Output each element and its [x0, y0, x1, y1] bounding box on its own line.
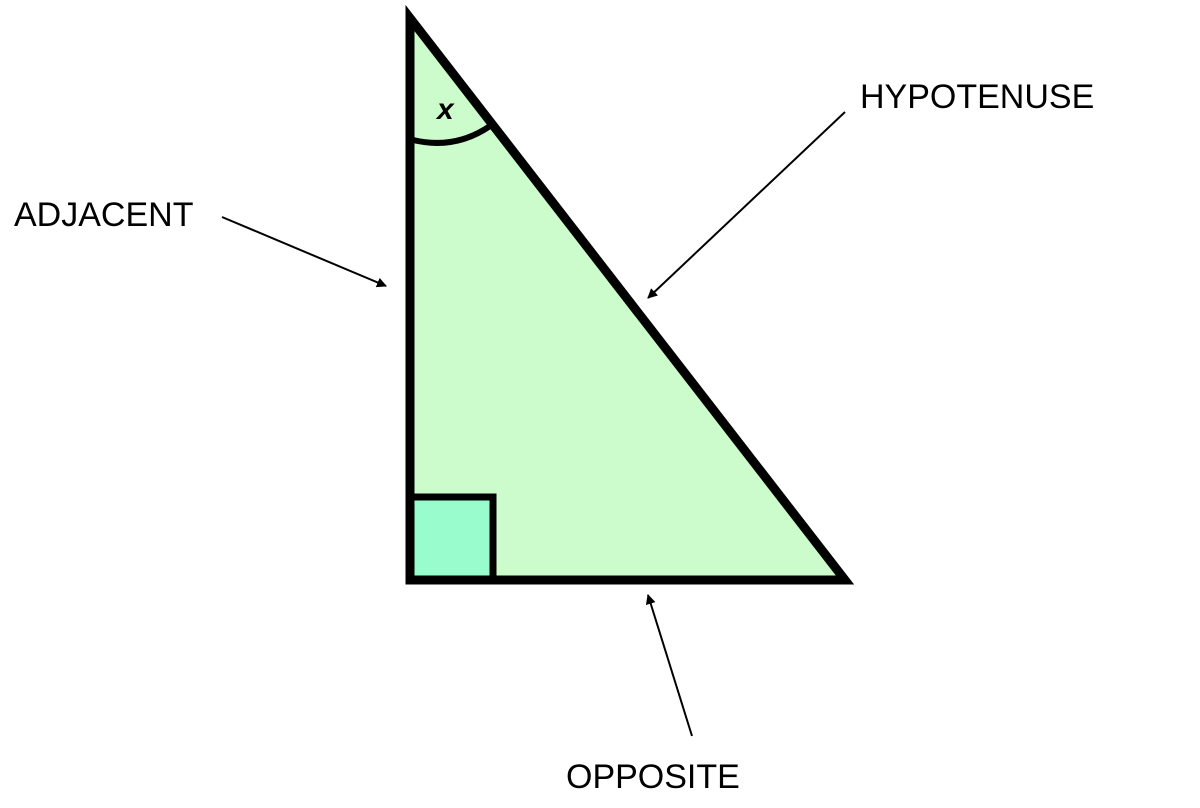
opposite-label: OPPOSITE [566, 758, 740, 796]
angle-arc [412, 123, 492, 146]
opposite-arrow [645, 594, 693, 737]
hypotenuse-arrow [647, 111, 846, 299]
right-angle-marker [406, 493, 497, 584]
adjacent-label: ADJACENT [14, 196, 193, 234]
angle-label: x [435, 93, 455, 126]
triangle-legs [405, 18, 845, 585]
adjacent-arrow [221, 216, 387, 288]
hypotenuse-label: HYPOTENUSE [860, 78, 1094, 116]
